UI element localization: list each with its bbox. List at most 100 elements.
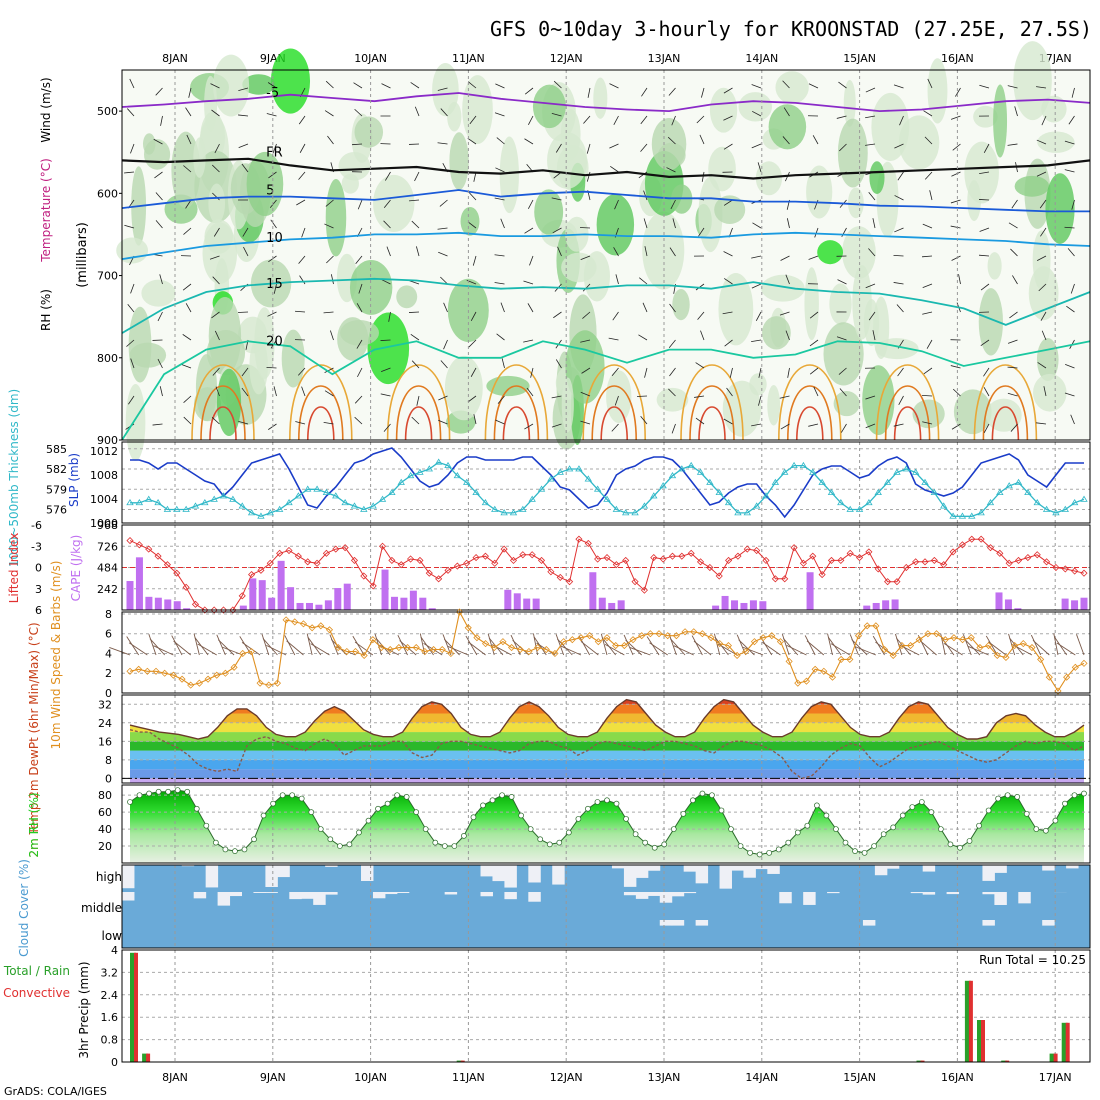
wind-barb bbox=[266, 366, 277, 369]
wind-barb bbox=[560, 645, 582, 656]
wind-barb bbox=[1012, 275, 1018, 285]
wind-barb bbox=[917, 635, 929, 656]
li-point bbox=[575, 535, 583, 543]
wind-barb bbox=[325, 199, 334, 207]
rh-point bbox=[279, 792, 286, 799]
dewpoint-line bbox=[129, 729, 1085, 780]
precip-convective-bar bbox=[460, 1060, 465, 1062]
wind-barb bbox=[555, 634, 565, 656]
wind-barb bbox=[524, 87, 534, 95]
rh-patch bbox=[985, 398, 1022, 432]
cape-bar bbox=[343, 583, 351, 610]
chart-title: GFS 0~10day 3-hourly for KROONSTAD (27.2… bbox=[490, 17, 1092, 41]
rh-point bbox=[604, 797, 610, 804]
wind-barb bbox=[923, 110, 933, 117]
isotherm-label: 10 bbox=[266, 231, 283, 246]
li-point bbox=[500, 545, 508, 553]
rh-point bbox=[918, 799, 925, 805]
li-point bbox=[659, 555, 667, 563]
wind-tick: 2 bbox=[105, 667, 112, 680]
cape-axis-label: CAPE (J/kg) bbox=[69, 535, 83, 602]
thickness-tick: 579 bbox=[46, 483, 67, 496]
wind-barb bbox=[497, 395, 505, 404]
rh-patch bbox=[848, 187, 864, 219]
li-point bbox=[584, 539, 592, 547]
wind-barb bbox=[152, 423, 163, 426]
wind-speed-point bbox=[482, 640, 490, 648]
temp-band bbox=[130, 732, 1084, 742]
wind-barb bbox=[1070, 283, 1075, 294]
li-tick: 3 bbox=[35, 583, 42, 596]
li-point bbox=[519, 551, 527, 559]
wind-barb bbox=[354, 641, 374, 656]
pressure-tick: 900 bbox=[97, 434, 118, 447]
cape-bar bbox=[891, 599, 899, 610]
wind-barb bbox=[414, 106, 420, 117]
wind-barb bbox=[837, 279, 847, 285]
li-point bbox=[313, 559, 321, 567]
wind-barb bbox=[723, 418, 733, 425]
li-point bbox=[855, 554, 864, 562]
wind-barb bbox=[701, 171, 705, 182]
wind-speed-point bbox=[646, 630, 654, 638]
wind-barb bbox=[155, 87, 163, 96]
cape-bar bbox=[749, 600, 757, 610]
thickness-point bbox=[528, 495, 536, 502]
cloud-clear-cell bbox=[671, 892, 685, 897]
wind-speed-point bbox=[152, 667, 160, 675]
wind-barb bbox=[324, 223, 334, 229]
panel-frame bbox=[121, 784, 1091, 864]
wind-speed-point bbox=[187, 681, 195, 689]
rh-point bbox=[241, 846, 248, 853]
cape-bar bbox=[428, 608, 436, 610]
rh-patch bbox=[993, 84, 1008, 158]
rh-patch bbox=[449, 132, 469, 190]
thickness-point bbox=[659, 482, 667, 489]
wind-barb bbox=[222, 646, 243, 656]
wind-barb bbox=[779, 311, 790, 316]
cloud-clear-cell bbox=[396, 892, 410, 894]
li-point bbox=[537, 556, 546, 564]
rh-patch bbox=[193, 137, 206, 178]
wind-barb bbox=[470, 367, 477, 377]
wind-barb bbox=[160, 115, 163, 126]
isotherm-label: -5 bbox=[266, 86, 279, 101]
wind-speed-point bbox=[308, 624, 316, 632]
precip-convective-bar bbox=[1053, 1053, 1058, 1062]
cloud-clear-cell bbox=[695, 865, 709, 884]
rh-patch bbox=[804, 267, 819, 341]
wind-speed-point bbox=[577, 634, 585, 642]
cloud-clear-cell bbox=[779, 892, 792, 904]
slp-axis-label: SLP (mb) bbox=[67, 453, 81, 507]
thickness-point bbox=[397, 478, 405, 485]
wind-barb bbox=[437, 87, 448, 91]
wind-barb bbox=[183, 416, 192, 425]
cloud-clear-cell bbox=[480, 865, 493, 877]
date-label: 12JAN bbox=[550, 1071, 583, 1084]
rh-patch bbox=[642, 211, 685, 290]
rh-point bbox=[775, 846, 782, 853]
rh-patch bbox=[349, 260, 393, 315]
wind-barb bbox=[701, 87, 705, 98]
cloud-clear-cell bbox=[982, 892, 995, 895]
thickness-point bbox=[575, 465, 583, 472]
wind-barb bbox=[148, 634, 157, 656]
cape-bar bbox=[258, 580, 266, 610]
rh-point bbox=[880, 831, 887, 838]
wind-speed-point bbox=[256, 679, 264, 687]
rh-patch bbox=[987, 252, 1002, 280]
wind-barb bbox=[211, 311, 220, 319]
rh-patch bbox=[709, 87, 738, 133]
wind-barb bbox=[640, 416, 648, 425]
cloud-clear-cell bbox=[122, 865, 135, 889]
rh-point bbox=[546, 841, 553, 848]
wind-barb bbox=[671, 423, 676, 434]
thickness-line bbox=[130, 461, 1085, 517]
li-point bbox=[743, 545, 751, 553]
wind-speed-point bbox=[733, 651, 741, 660]
li-point bbox=[771, 575, 779, 583]
wind-barb bbox=[159, 274, 163, 285]
wind-barb bbox=[698, 227, 705, 237]
wind-barb bbox=[668, 87, 676, 96]
wind-speed-point bbox=[178, 675, 186, 683]
